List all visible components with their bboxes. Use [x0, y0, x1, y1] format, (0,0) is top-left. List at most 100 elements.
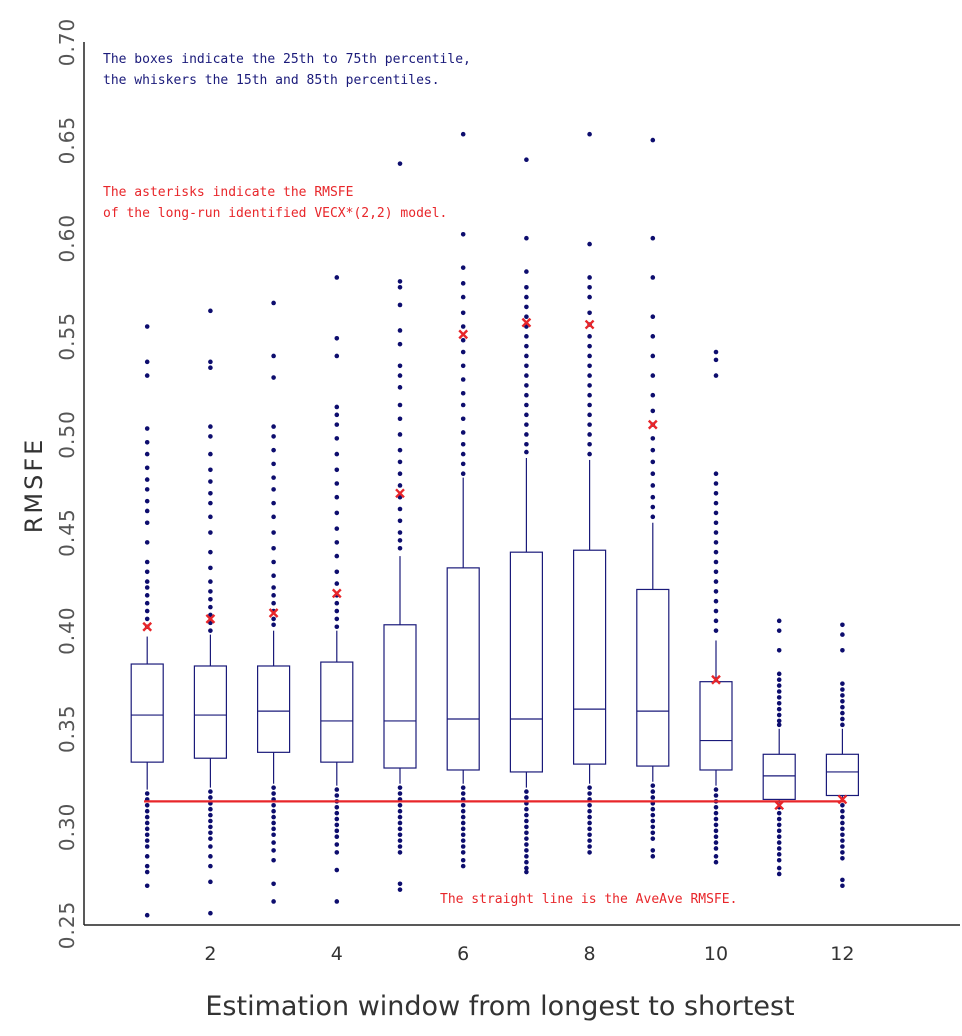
outlier-point — [144, 820, 150, 826]
outlier-point — [334, 624, 340, 630]
box-group — [257, 300, 291, 904]
outlier-point — [650, 235, 656, 241]
box — [257, 665, 291, 753]
outlier-point — [713, 500, 719, 506]
outlier-point — [840, 699, 845, 704]
outlier-point — [334, 867, 340, 873]
outlier-point — [208, 451, 213, 457]
y-tick-label: 0.70 — [55, 18, 79, 67]
outlier-point — [713, 840, 719, 845]
outlier-point — [524, 806, 529, 812]
asterisk-marker — [142, 621, 153, 632]
outlier-point — [144, 854, 150, 859]
outlier-point — [524, 830, 529, 836]
outlier-point — [524, 412, 529, 418]
outlier-point — [144, 616, 150, 622]
outlier-point — [776, 834, 782, 839]
outlier-point — [460, 377, 466, 382]
outlier-point — [397, 518, 403, 524]
outlier-point — [650, 373, 656, 378]
outlier-point — [144, 838, 150, 843]
outlier-point — [144, 540, 150, 545]
outlier-point — [524, 235, 529, 241]
outlier-point — [271, 848, 276, 853]
outlier-point — [144, 593, 150, 598]
outlier-point — [460, 131, 466, 137]
outlier-point — [334, 822, 340, 828]
outlier-point — [271, 881, 276, 887]
outlier-point — [460, 451, 466, 457]
outlier-point — [650, 334, 656, 339]
outlier-point — [650, 408, 656, 414]
outlier-point — [460, 363, 466, 369]
outlier-point — [144, 520, 150, 526]
outlier-point — [460, 349, 466, 355]
outlier-point — [776, 822, 782, 828]
outlier-point — [271, 808, 276, 814]
outlier-point — [524, 789, 529, 794]
outlier-point — [144, 883, 150, 889]
box-group — [762, 618, 796, 877]
outlier-point — [271, 616, 276, 622]
outlier-point — [208, 424, 213, 429]
outlier-point — [397, 838, 403, 843]
outlier-point — [650, 137, 656, 143]
outlier-point — [397, 447, 403, 453]
box-group — [320, 275, 354, 904]
outlier-point — [334, 412, 340, 418]
outlier-point — [208, 308, 213, 314]
outlier-point — [144, 373, 150, 378]
outlier-point — [524, 363, 529, 369]
outlier-point — [334, 581, 340, 586]
box — [320, 661, 354, 763]
outlier-point — [144, 465, 150, 471]
box-group — [130, 324, 164, 918]
outlier-point — [397, 538, 403, 543]
outlier-point — [713, 810, 719, 816]
outlier-point — [271, 791, 276, 796]
outlier-point — [524, 854, 529, 859]
outlier-point — [650, 447, 656, 453]
outlier-point — [587, 294, 592, 300]
outlier-point — [840, 820, 845, 826]
outlier-point — [460, 337, 466, 343]
outlier-point — [460, 814, 466, 820]
outlier-point — [144, 569, 150, 575]
outlier-point — [650, 848, 656, 853]
outlier-point — [460, 231, 466, 237]
outlier-point — [271, 585, 276, 590]
outlier-point — [271, 840, 276, 845]
outlier-point — [713, 822, 719, 828]
outlier-point — [208, 806, 213, 812]
outlier-point — [650, 353, 656, 359]
outlier-point — [840, 632, 845, 637]
outlier-point — [397, 284, 403, 290]
outlier-point — [713, 579, 719, 584]
outlier-point — [460, 294, 466, 300]
outlier-point — [840, 722, 845, 728]
outlier-point — [650, 795, 656, 800]
x-tick-label: 12 — [830, 943, 854, 965]
outlier-point — [713, 854, 719, 859]
outlier-point — [840, 826, 845, 832]
outlier-point — [460, 791, 466, 796]
outlier-point — [271, 622, 276, 628]
box-group — [636, 137, 670, 859]
outlier-point — [271, 545, 276, 551]
outlier-point — [208, 910, 213, 916]
outlier-point — [334, 335, 340, 341]
outlier-point — [460, 803, 466, 808]
outlier-point — [460, 281, 466, 286]
asterisk-stroke — [458, 329, 469, 340]
outlier-point — [587, 373, 592, 378]
outlier-point — [334, 422, 340, 427]
box — [130, 663, 164, 763]
outlier-point — [271, 826, 276, 832]
outlier-point — [334, 834, 340, 839]
outlier-point — [334, 616, 340, 622]
outlier-point — [650, 275, 656, 280]
outlier-point — [271, 832, 276, 838]
outlier-point — [208, 365, 213, 371]
outlier-point — [334, 526, 340, 531]
outlier-point — [776, 618, 782, 624]
